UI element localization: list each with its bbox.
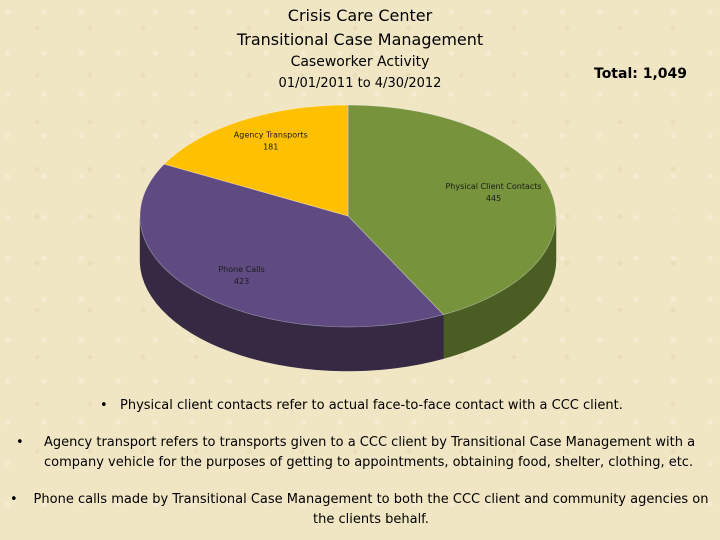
chart-title-line-1: Crisis Care Center	[287, 6, 433, 25]
slice-value-physical-client-contacts: 445	[486, 194, 501, 203]
note-agency-transport: • Agency transport refers to transports …	[16, 433, 706, 473]
chart-subtitle: Caseworker Activity	[290, 54, 430, 70]
slice-value-agency-transports: 181	[263, 143, 278, 152]
chart-title-line-2: Transitional Case Management	[236, 30, 484, 49]
total-count: Total: 1,049	[594, 66, 688, 82]
bullet-icon: •	[16, 435, 24, 450]
bullet-icon: •	[10, 492, 18, 507]
note-text: Physical client contacts refer to actual…	[120, 398, 623, 413]
slice-label-phone-calls: Phone Calls	[218, 265, 264, 274]
note-text: Phone calls made by Transitional Case Ma…	[33, 492, 709, 527]
pie-slice-agency-transports	[163, 104, 349, 217]
slice-value-phone-calls: 423	[234, 277, 249, 286]
slice-label-physical-client-contacts: Physical Client Contacts	[445, 182, 541, 191]
pie-slice-physical-client-contacts	[347, 104, 557, 316]
slice-label-agency-transports: Agency Transports	[234, 131, 308, 140]
note-text: Agency transport refers to transports gi…	[44, 435, 696, 470]
pie-slice-phone-calls	[139, 163, 445, 328]
note-physical-contacts: • Physical client contacts refer to actu…	[100, 396, 700, 416]
date-range: 01/01/2011 to 4/30/2012	[278, 76, 442, 91]
note-phone-calls: • Phone calls made by Transitional Case …	[10, 490, 710, 530]
bullet-icon: •	[100, 398, 108, 413]
